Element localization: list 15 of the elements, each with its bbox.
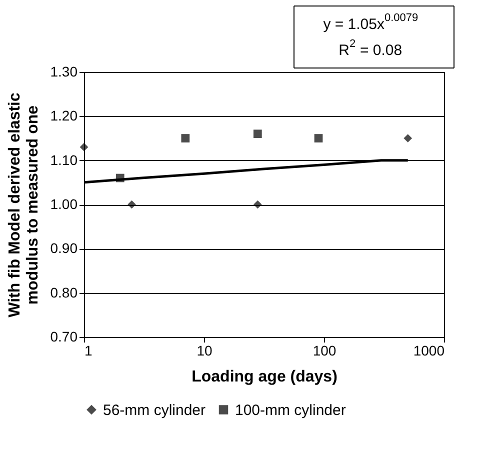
y-tick-label: 1.30 [50,64,78,80]
y-tick-label: 1.10 [50,152,78,168]
legend-label: 56-mm cylinder [103,402,206,419]
y-tick-label: 1.00 [50,196,78,212]
y-axis-title: With fib Model derived elastic modulus to measured one [6,92,42,318]
x-tick-label: 1000 [413,342,445,358]
y-tick-label: 1.20 [50,108,78,124]
y-tick-label: 0.80 [50,284,78,300]
x-tick-label: 100 [312,342,336,358]
x-axis-title: Loading age (days) [192,368,338,386]
x-tick-label: 10 [196,342,212,358]
x-tick-label: 1 [84,342,92,358]
legend-label: 100-mm cylinder [235,402,346,419]
y-tick-label: 0.70 [50,328,78,344]
y-tick-label: 0.90 [50,240,78,256]
